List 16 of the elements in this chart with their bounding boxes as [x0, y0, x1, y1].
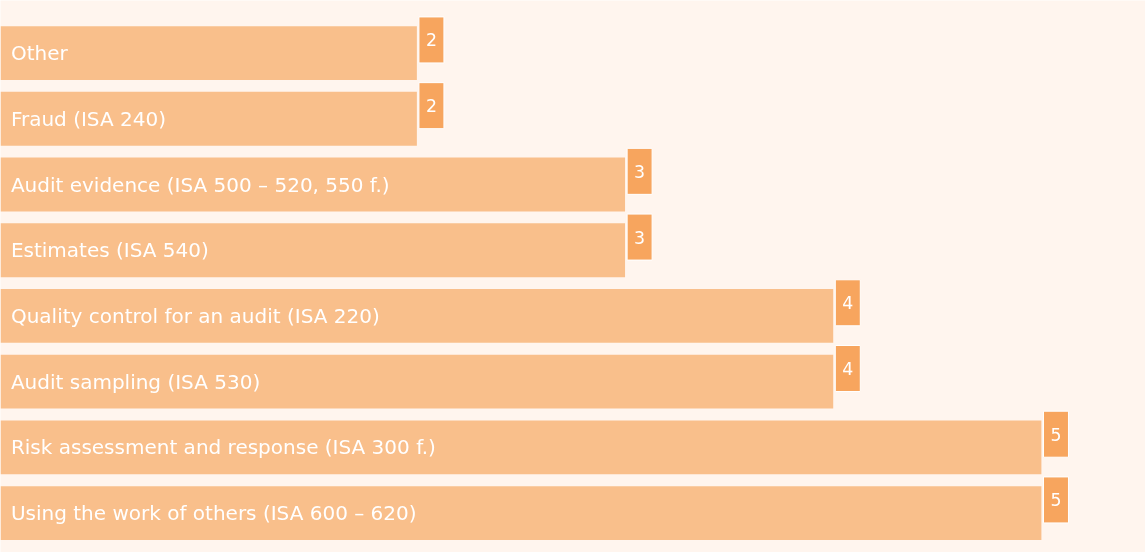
y-tick-label: Quality control for an audit (ISA 220): [10, 303, 380, 328]
data-label: 4: [842, 293, 854, 314]
y-tick-label: Fraud (ISA 240): [10, 106, 166, 131]
y-tick-label: Other: [10, 41, 69, 66]
y-tick-label: Risk assessment and response (ISA 300 f.): [10, 435, 436, 460]
data-label: 2: [425, 30, 437, 51]
data-label: 3: [634, 227, 646, 248]
y-tick-label: Audit evidence (ISA 500 – 520, 550 f.): [10, 172, 390, 197]
y-tick-label: Estimates (ISA 540): [10, 238, 209, 263]
data-label: 5: [1050, 424, 1062, 445]
data-label: 2: [425, 96, 437, 117]
data-label: 5: [1050, 490, 1062, 511]
data-label: 3: [634, 161, 646, 182]
y-tick-label: Audit sampling (ISA 530): [10, 369, 261, 394]
data-label: 4: [842, 359, 854, 379]
y-tick-label: Using the work of others (ISA 600 – 620): [10, 501, 417, 526]
